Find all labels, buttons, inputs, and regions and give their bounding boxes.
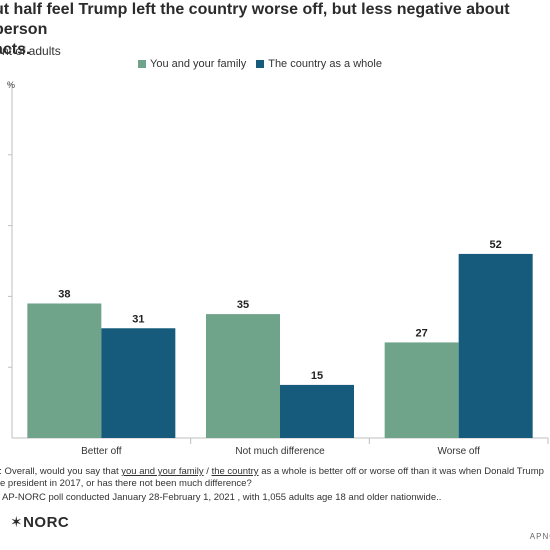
category-label: Better off — [81, 446, 122, 457]
question-underline-country: the country — [211, 466, 259, 477]
question-rest: as a whole is better off or worse off th… — [258, 466, 544, 477]
chart-subtitle: nt of adults — [2, 44, 61, 58]
bar — [27, 303, 102, 438]
question-underline-family: you and your family — [121, 466, 204, 477]
data-label: 35 — [237, 299, 249, 311]
legend: You and your family The country as a who… — [138, 58, 382, 70]
legend-swatch-family — [138, 60, 146, 68]
data-label: 31 — [132, 313, 144, 325]
bar — [101, 328, 176, 438]
category-label: Worse off — [437, 446, 480, 457]
category-label: Not much difference — [235, 446, 325, 457]
data-label: 38 — [58, 288, 70, 300]
legend-item-country: The country as a whole — [256, 58, 382, 70]
legend-swatch-country — [256, 60, 265, 68]
norc-logo-text: NORC — [23, 514, 70, 531]
legend-label-family: You and your family — [150, 58, 247, 70]
question-prefix: n: Overall, would you say that — [0, 466, 122, 477]
question-separator: / — [203, 466, 212, 477]
legend-item-family: You and your family — [138, 58, 246, 70]
norc-logo: ✶NORC — [10, 513, 69, 531]
chart-title: ut half feel Trump left the country wors… — [0, 1, 510, 58]
source-note: AP-NORC poll conducted January 28-Februa… — [2, 492, 442, 503]
agency-label: APNC — [529, 532, 550, 541]
bar — [280, 384, 354, 438]
data-label: 27 — [416, 327, 428, 339]
question-note-line2: e president in 2017, or has there not be… — [0, 478, 252, 489]
y-tick-label: % — [7, 80, 15, 90]
bar — [384, 342, 459, 438]
question-note: n: Overall, would you say that you and y… — [0, 466, 544, 478]
bar — [458, 253, 533, 438]
bar — [206, 314, 280, 438]
legend-label-country: The country as a whole — [268, 58, 382, 70]
norc-star-icon: ✶ — [10, 514, 24, 531]
data-label: 52 — [490, 239, 502, 251]
data-label: 15 — [311, 370, 323, 382]
